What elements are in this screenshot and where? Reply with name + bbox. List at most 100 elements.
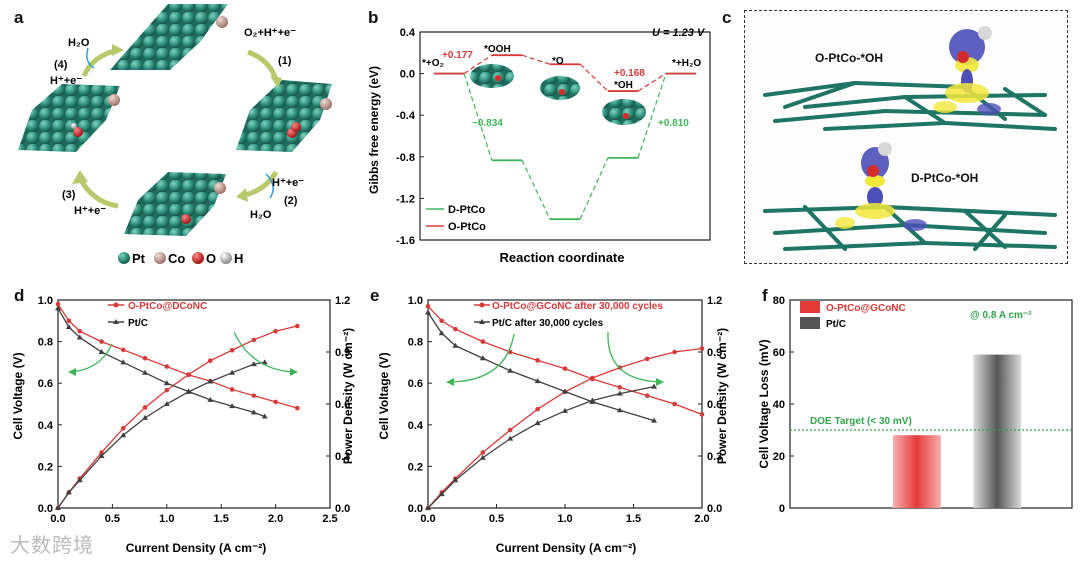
e-voltage-point-1-6 [562, 388, 568, 394]
legend-h: H [234, 251, 243, 266]
d-ytick-left-label: 0.6 [38, 378, 53, 390]
panel-b-label: b [368, 8, 379, 27]
e-voltage-point-0-0 [425, 303, 431, 309]
step-4-product: H₂O [68, 37, 90, 49]
b-connector-D-PtCo-0 [463, 73, 493, 161]
b-annot-red-1: +0.168 [614, 68, 645, 79]
f-bar-0 [892, 435, 941, 508]
e-xtick-label: 0.5 [489, 513, 504, 525]
e-voltage-point-1-5 [534, 378, 541, 384]
e-ytick-left-label: 0.4 [408, 420, 424, 432]
f-ytick-label: 80 [773, 295, 785, 307]
e-voltage-point-1-8 [616, 407, 623, 413]
d-y-left-label: Cell Voltage (V) [11, 352, 25, 439]
panel-e-durability-chart: 0.0 0.5 1.0 1.5 2.00.00.20.40.60.81.00.00.30… [377, 295, 729, 555]
d-power-point-1-5 [142, 414, 149, 420]
d-power-point-1-8 [207, 378, 214, 384]
c-bottom-density [835, 142, 927, 231]
panel-a-cycle-diagram: O₂+H⁺+e⁻ (1) H⁺+e⁻ (2) H₂O (3) H⁺+e⁻ (4)… [18, 4, 332, 266]
b-connector-O-PtCo-0 [463, 54, 493, 75]
d-voltage-point-0-12 [295, 405, 300, 411]
d-xtick-label: 0.5 [105, 513, 120, 525]
b-frame [419, 31, 711, 241]
d-voltage-point-1-10 [250, 409, 257, 415]
step-1-num: (1) [278, 55, 292, 67]
step-1-reactant: O₂+H⁺+e⁻ [244, 27, 296, 39]
d-voltage-point-0-11 [273, 399, 278, 405]
b-connector-O-PtCo-1 [521, 54, 551, 65]
b-connector-O-PtCo-2 [579, 63, 609, 92]
e-power-point-1-6 [562, 407, 568, 413]
e-power-point-1-0 [425, 505, 431, 510]
b-connector-D-PtCo-3 [637, 73, 667, 159]
d-power-point-1-4 [120, 432, 127, 438]
panel-c-charge-density: O-PtCo-*OH D-PtCo-*OH [744, 10, 1068, 264]
e-voltage-point-1-2 [452, 342, 459, 348]
step-2-product: H₂O [250, 209, 272, 221]
c-top-label: O-PtCo-*OH [815, 51, 883, 65]
e-voltage-point-1-1 [438, 330, 445, 336]
e-arrow-left [451, 333, 515, 383]
e-power-point-0-4 [507, 427, 513, 433]
step-3-reactant: H⁺+e⁻ [74, 205, 106, 217]
e-voltage-point-0-8 [617, 385, 623, 390]
d-power-point-0-3 [99, 450, 104, 455]
d-power-point-0-5 [142, 405, 148, 410]
b-ytick-label: -1.2 [396, 193, 415, 205]
panel-c-label: c [722, 8, 732, 27]
d-power-point-0-11 [273, 328, 278, 334]
b-annot-green-1: +0.810 [658, 118, 689, 129]
e-power-point-0-5 [535, 406, 540, 412]
e-ytick-left-label: 0.2 [408, 461, 423, 473]
f-condition: @ 0.8 A cm⁻² [970, 310, 1032, 321]
e-power-point-0-11 [699, 346, 705, 351]
d-ytick-left-label: 0.2 [38, 461, 53, 473]
f-legend-1: Pt/C [826, 319, 846, 330]
d-power-point-0-10 [251, 337, 257, 343]
d-ytick-left-label: 0.0 [38, 503, 53, 515]
b-thumb-o [540, 76, 580, 100]
b-thumb-ooh [470, 64, 514, 88]
e-frame [427, 299, 703, 509]
step-2-reactant: H⁺+e⁻ [272, 177, 304, 189]
d-frame [57, 299, 331, 509]
f-target-label: DOE Target (< 30 mV) [810, 416, 912, 427]
b-annot-red-0: +0.177 [442, 50, 473, 61]
e-voltage-point-0-10 [672, 401, 677, 407]
d-voltage-point-1-8 [207, 396, 214, 402]
e-ytick-right-label: 0.3 [707, 451, 722, 463]
b-ytick-label: -1.6 [396, 235, 415, 247]
atom-legend: Pt Co O H [118, 251, 243, 266]
b-y-axis-label: Gibbs free energy (eV) [367, 66, 381, 194]
legend-co: Co [168, 251, 185, 266]
e-power-point-1-9 [651, 383, 658, 389]
slab-left [18, 84, 120, 152]
d-voltage-point-0-9 [229, 387, 235, 392]
f-ytick-label: 0 [779, 503, 785, 515]
e-power-point-1-8 [616, 390, 623, 396]
b-potential: U = 1.23 V [652, 27, 706, 39]
d-ytick-right-label: 1.2 [335, 295, 350, 307]
d-voltage-point-1-5 [142, 369, 149, 375]
d-ytick-right-label: 0.3 [335, 451, 350, 463]
d-voltage-line-1 [57, 307, 265, 418]
e-voltage-line-0 [427, 305, 703, 416]
d-xtick-label: 1.5 [214, 513, 229, 525]
b-state-1: *OOH [484, 44, 511, 55]
e-power-line-0 [427, 347, 703, 509]
arrow-step-2 [241, 170, 279, 199]
f-legend-swatch-1 [800, 317, 820, 329]
d-y-right-label: Power Density (W cm⁻²) [341, 328, 355, 464]
d-power-point-1-11 [261, 359, 268, 365]
d-power-point-0-12 [295, 323, 300, 329]
e-xtick-label: 0.0 [420, 513, 435, 525]
d-ytick-right-label: 0.0 [335, 503, 350, 515]
e-voltage-line-1 [427, 312, 655, 422]
e-voltage-point-0-9 [644, 393, 650, 398]
e-power-line-1 [427, 386, 655, 509]
e-power-point-1-1 [438, 491, 445, 497]
d-voltage-point-0-6 [164, 364, 170, 369]
d-power-point-1-9 [229, 369, 236, 375]
e-ytick-right-label: 0.0 [707, 503, 722, 515]
d-ytick-left-label: 1.0 [38, 295, 53, 307]
